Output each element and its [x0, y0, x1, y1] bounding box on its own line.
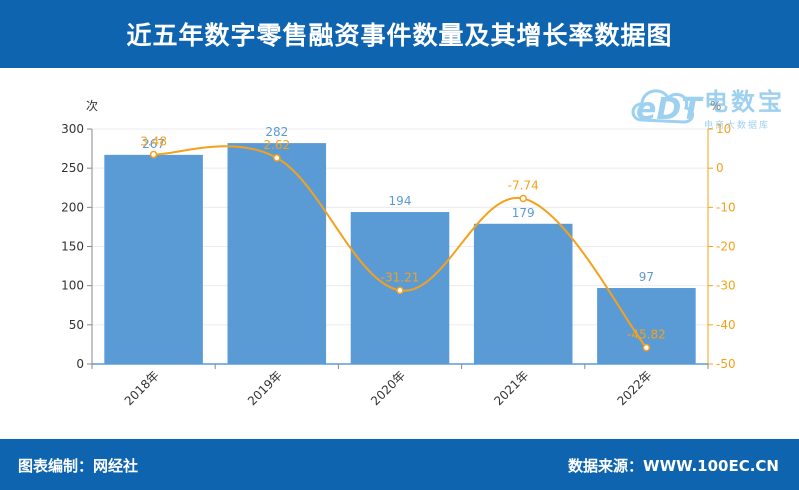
x-tick-label: 2022年	[615, 368, 655, 408]
bar-value-label: 194	[389, 194, 412, 208]
bar	[597, 288, 696, 364]
bar-value-label: 282	[265, 125, 288, 139]
x-tick-label: 2021年	[491, 368, 531, 408]
line-value-label: 2.62	[263, 138, 290, 152]
logo-cn-text: 电数宝	[704, 88, 785, 116]
line-point	[396, 286, 404, 295]
y-left-tick-label: 300	[61, 122, 84, 136]
y-left-tick-label: 250	[61, 161, 84, 175]
y-left-tick-label: 0	[76, 357, 84, 371]
y-left-tick-label: 150	[61, 240, 84, 254]
y-right-unit: %	[710, 99, 721, 113]
footer-source: 数据来源：WWW.100EC.CN	[568, 457, 779, 475]
y-left-tick-label: 50	[69, 318, 84, 332]
growth-rate-line	[153, 145, 648, 349]
line-value-label: 3.48	[140, 135, 167, 149]
y-left-tick-label: 100	[61, 279, 84, 293]
chart-title: 近五年数字零售融资事件数量及其增长率数据图	[126, 21, 673, 50]
y-right-tick-label: -40	[716, 318, 736, 332]
x-tick-label: 2019年	[245, 368, 285, 408]
footer-compiler: 图表编制：网经社	[18, 457, 139, 475]
bar-value-label: 97	[639, 270, 654, 284]
logo-eng-text: eDT	[636, 92, 702, 127]
y-right-tick-label: -30	[716, 279, 736, 293]
y-right-tick-label: -10	[716, 200, 736, 214]
bar-value-label: 267	[142, 137, 165, 151]
x-tick-label: 2020年	[368, 368, 408, 408]
y-left-tick-label: 200	[61, 200, 84, 214]
bar	[227, 143, 327, 364]
watermark-logo: eDT 电数宝 电商大数据库	[628, 74, 788, 138]
title-bar: 近五年数字零售融资事件数量及其增长率数据图	[0, 0, 799, 68]
bar	[473, 223, 573, 364]
line-point	[273, 154, 281, 162]
y-right-tick-label: -50	[716, 357, 736, 371]
line-point	[519, 194, 527, 203]
x-tick-label: 2018年	[122, 368, 162, 408]
y-right-tick-label: 0	[716, 161, 724, 175]
y-right-tick-label: 10	[716, 122, 731, 136]
bar	[104, 154, 203, 364]
y-left-unit: 次	[86, 99, 98, 113]
line-value-label: -45.82	[627, 328, 666, 342]
bar-value-label: 179	[512, 206, 535, 220]
line-value-label: -7.74	[508, 178, 539, 192]
line-point	[149, 150, 158, 159]
y-right-tick-label: -20	[716, 240, 736, 254]
line-point	[642, 343, 651, 352]
cloud-icon	[631, 89, 694, 124]
line-value-label: -31.21	[381, 270, 420, 284]
logo-sub-text: 电商大数据库	[704, 121, 771, 131]
footer-bar: 图表编制：网经社 数据来源：WWW.100EC.CN	[0, 439, 799, 490]
